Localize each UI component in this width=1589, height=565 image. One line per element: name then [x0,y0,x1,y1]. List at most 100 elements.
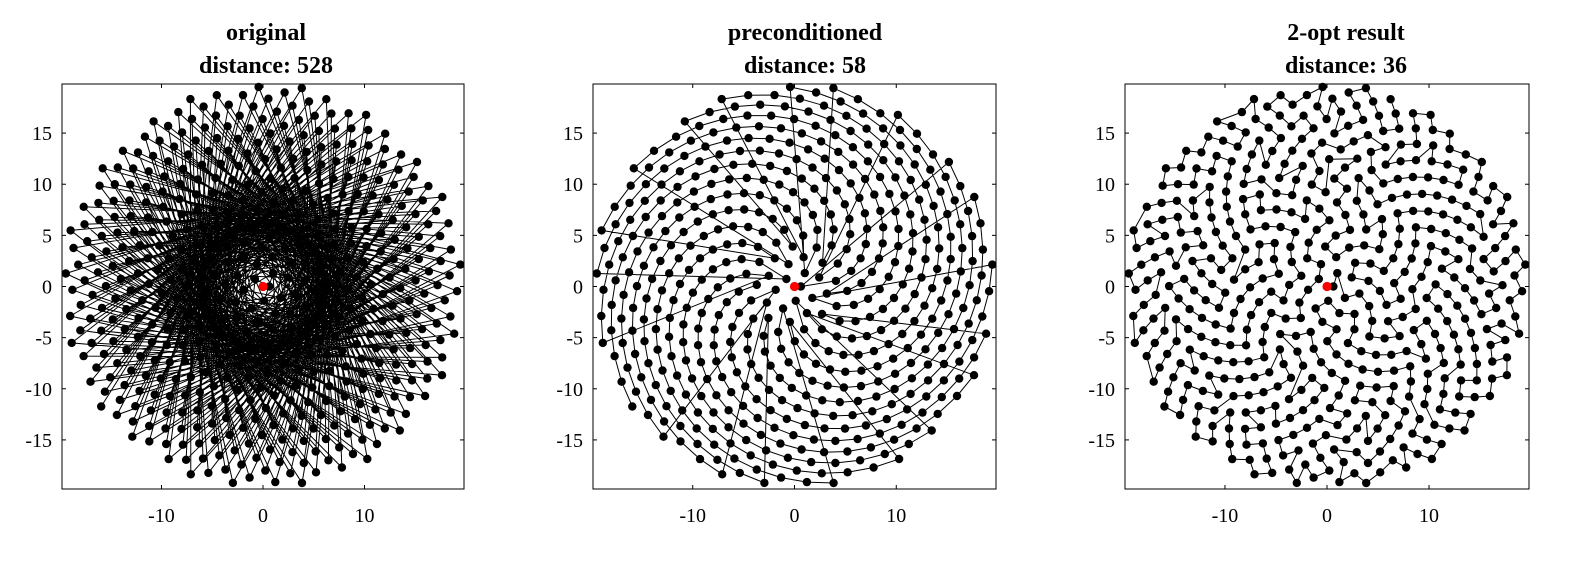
city-point [754,122,764,131]
city-point [316,411,326,420]
city-point [1143,220,1152,229]
panel-title: 2-opt result [1287,20,1405,46]
city-point [353,189,362,199]
city-point [178,341,187,350]
city-point [319,317,328,326]
city-point [330,421,339,430]
city-point [1352,101,1361,110]
city-point [808,210,818,220]
city-point [710,440,719,449]
city-point [1439,175,1448,185]
city-point [1511,245,1521,254]
city-point [722,258,731,267]
city-point [1242,440,1251,449]
city-point [291,289,300,298]
city-point [1303,254,1312,263]
city-point [1269,255,1279,264]
city-point [1301,460,1310,469]
city-point [364,141,373,150]
city-point [884,272,893,281]
start-point [789,281,800,292]
city-point [1441,247,1450,256]
city-point [299,458,308,468]
city-point [1192,164,1201,173]
city-point [1267,287,1276,296]
city-point [257,431,267,440]
city-point [403,244,412,253]
city-point [1287,122,1296,131]
city-point [1321,188,1330,197]
panel-original: original distance: 528 -10 0 10151050-5-10… [25,20,465,527]
city-point [120,380,129,390]
city-point [1214,356,1223,365]
city-point [278,409,288,418]
city-point [1226,408,1235,417]
city-point [1287,208,1296,217]
city-point [1309,473,1318,482]
city-point [644,228,653,237]
city-point [246,396,255,405]
city-point [1352,424,1362,433]
city-point [1298,406,1308,415]
city-point [1309,344,1318,353]
city-point [1241,210,1250,219]
city-point [1428,125,1438,135]
city-point [797,129,807,138]
city-point [692,424,701,433]
city-point [210,269,220,278]
city-point [184,150,193,159]
city-point [775,373,784,383]
city-point [839,383,849,392]
city-point [1275,173,1284,183]
city-point [256,383,265,393]
city-point [1368,316,1377,326]
city-point [623,363,632,372]
city-point [1333,268,1342,278]
city-point [1439,358,1449,368]
city-point [665,269,674,278]
city-point [1225,217,1235,226]
city-point [373,264,382,273]
city-point [1386,95,1395,104]
city-point [404,187,413,196]
city-point [310,111,319,121]
city-point [1236,294,1245,304]
city-point [820,196,829,205]
city-point [336,267,345,277]
city-point [128,432,137,441]
city-point [1275,345,1285,354]
city-point [811,338,820,348]
city-point [1317,138,1327,147]
panel-title: preconditioned [728,20,883,46]
city-point [309,200,318,209]
city-point [426,243,435,253]
y-tick-label: 10 [32,174,52,196]
city-point [206,255,215,264]
city-point [1396,157,1405,166]
city-point [967,231,977,241]
city-point [810,409,819,418]
city-point [933,223,943,232]
city-point [739,189,749,198]
city-point [946,254,955,264]
city-point [144,167,153,176]
city-point [754,373,763,382]
city-point [1298,161,1307,171]
city-point [728,222,738,231]
y-tick-label: 5 [1105,225,1115,247]
city-point [250,274,260,284]
city-point [110,212,119,222]
city-point [67,338,76,348]
city-point [177,128,187,137]
city-point [1285,465,1294,474]
city-point [1496,206,1506,216]
city-point [401,264,410,274]
city-point [866,443,876,452]
city-point [1185,345,1195,354]
city-point [1424,207,1433,216]
city-point [732,123,741,132]
city-point [177,265,186,274]
start-point [258,281,268,292]
city-point [1316,358,1326,367]
city-point [363,157,372,166]
